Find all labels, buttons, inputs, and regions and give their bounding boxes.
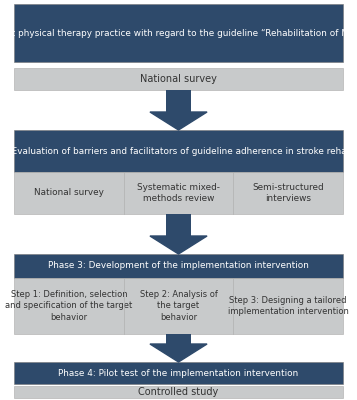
FancyBboxPatch shape: [14, 172, 343, 214]
FancyBboxPatch shape: [166, 214, 191, 236]
Polygon shape: [150, 112, 207, 130]
Text: Phase 3: Development of the implementation intervention: Phase 3: Development of the implementati…: [48, 262, 309, 270]
Polygon shape: [150, 236, 207, 254]
Text: Phase 4: Pilot test of the implementation intervention: Phase 4: Pilot test of the implementatio…: [59, 368, 298, 378]
FancyBboxPatch shape: [14, 130, 343, 172]
Text: Phase 2: Evaluation of barriers and facilitators of guideline adherence in strok: Phase 2: Evaluation of barriers and faci…: [0, 146, 357, 156]
Text: Semi-structured
interviews: Semi-structured interviews: [252, 183, 324, 203]
Text: National survey: National survey: [34, 188, 104, 198]
Text: Step 1: Definition, selection
and specification of the target
behavior: Step 1: Definition, selection and specif…: [5, 290, 132, 322]
FancyBboxPatch shape: [166, 90, 191, 112]
Text: Step 3: Designing a tailored
implementation intervention: Step 3: Designing a tailored implementat…: [228, 296, 348, 316]
FancyBboxPatch shape: [14, 4, 343, 62]
FancyBboxPatch shape: [14, 386, 343, 398]
Text: National survey: National survey: [140, 74, 217, 84]
Text: Phase 1: Evaluation of current physical therapy practice with regard to the guid: Phase 1: Evaluation of current physical …: [0, 28, 357, 38]
Text: Step 2: Analysis of
the target
behavior: Step 2: Analysis of the target behavior: [140, 290, 217, 322]
FancyBboxPatch shape: [14, 278, 343, 334]
Text: Systematic mixed-
methods review: Systematic mixed- methods review: [137, 183, 220, 203]
FancyBboxPatch shape: [14, 254, 343, 278]
FancyBboxPatch shape: [166, 334, 191, 344]
FancyBboxPatch shape: [14, 68, 343, 90]
FancyBboxPatch shape: [14, 362, 343, 384]
Text: Controlled study: Controlled study: [139, 387, 218, 397]
Polygon shape: [150, 344, 207, 362]
